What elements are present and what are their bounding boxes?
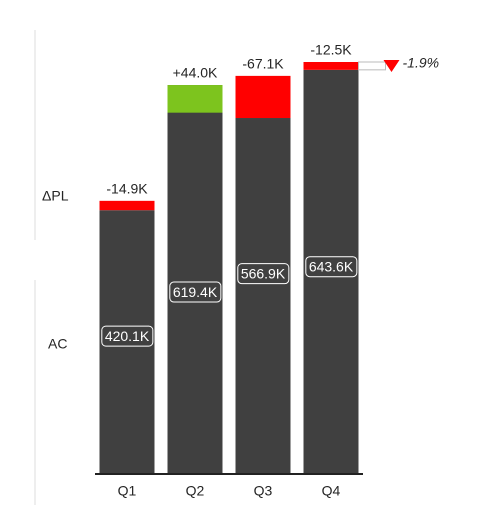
delta-label: -12.5K <box>310 42 352 58</box>
row-label: AC <box>48 336 67 352</box>
value-label-box <box>101 325 154 347</box>
value-label: 566.9K <box>241 266 286 282</box>
x-tick-label: Q2 <box>186 483 205 499</box>
value-label: 420.1K <box>105 328 150 344</box>
value-label: 643.6K <box>309 259 354 275</box>
value-label-box <box>237 263 290 285</box>
delta-label: -67.1K <box>242 56 284 72</box>
x-tick-label: Q4 <box>322 483 341 499</box>
delta-bar <box>235 75 291 119</box>
delta-bar <box>167 85 223 113</box>
delta-label: -14.9K <box>106 181 148 197</box>
delta-bar <box>99 200 155 211</box>
annotation-marker <box>383 60 400 72</box>
bar <box>235 118 291 474</box>
x-tick-label: Q1 <box>118 483 137 499</box>
value-label-box <box>169 281 222 303</box>
value-label-box <box>305 256 358 278</box>
x-tick-label: Q3 <box>254 483 273 499</box>
delta-label: +44.0K <box>173 65 218 81</box>
annotation-label: -1.9% <box>403 55 440 71</box>
delta-bar <box>303 62 359 70</box>
value-label: 619.4K <box>173 284 218 300</box>
annotation-bracket <box>358 61 386 71</box>
bar <box>167 85 223 475</box>
row-label: ΔPL <box>42 188 69 204</box>
